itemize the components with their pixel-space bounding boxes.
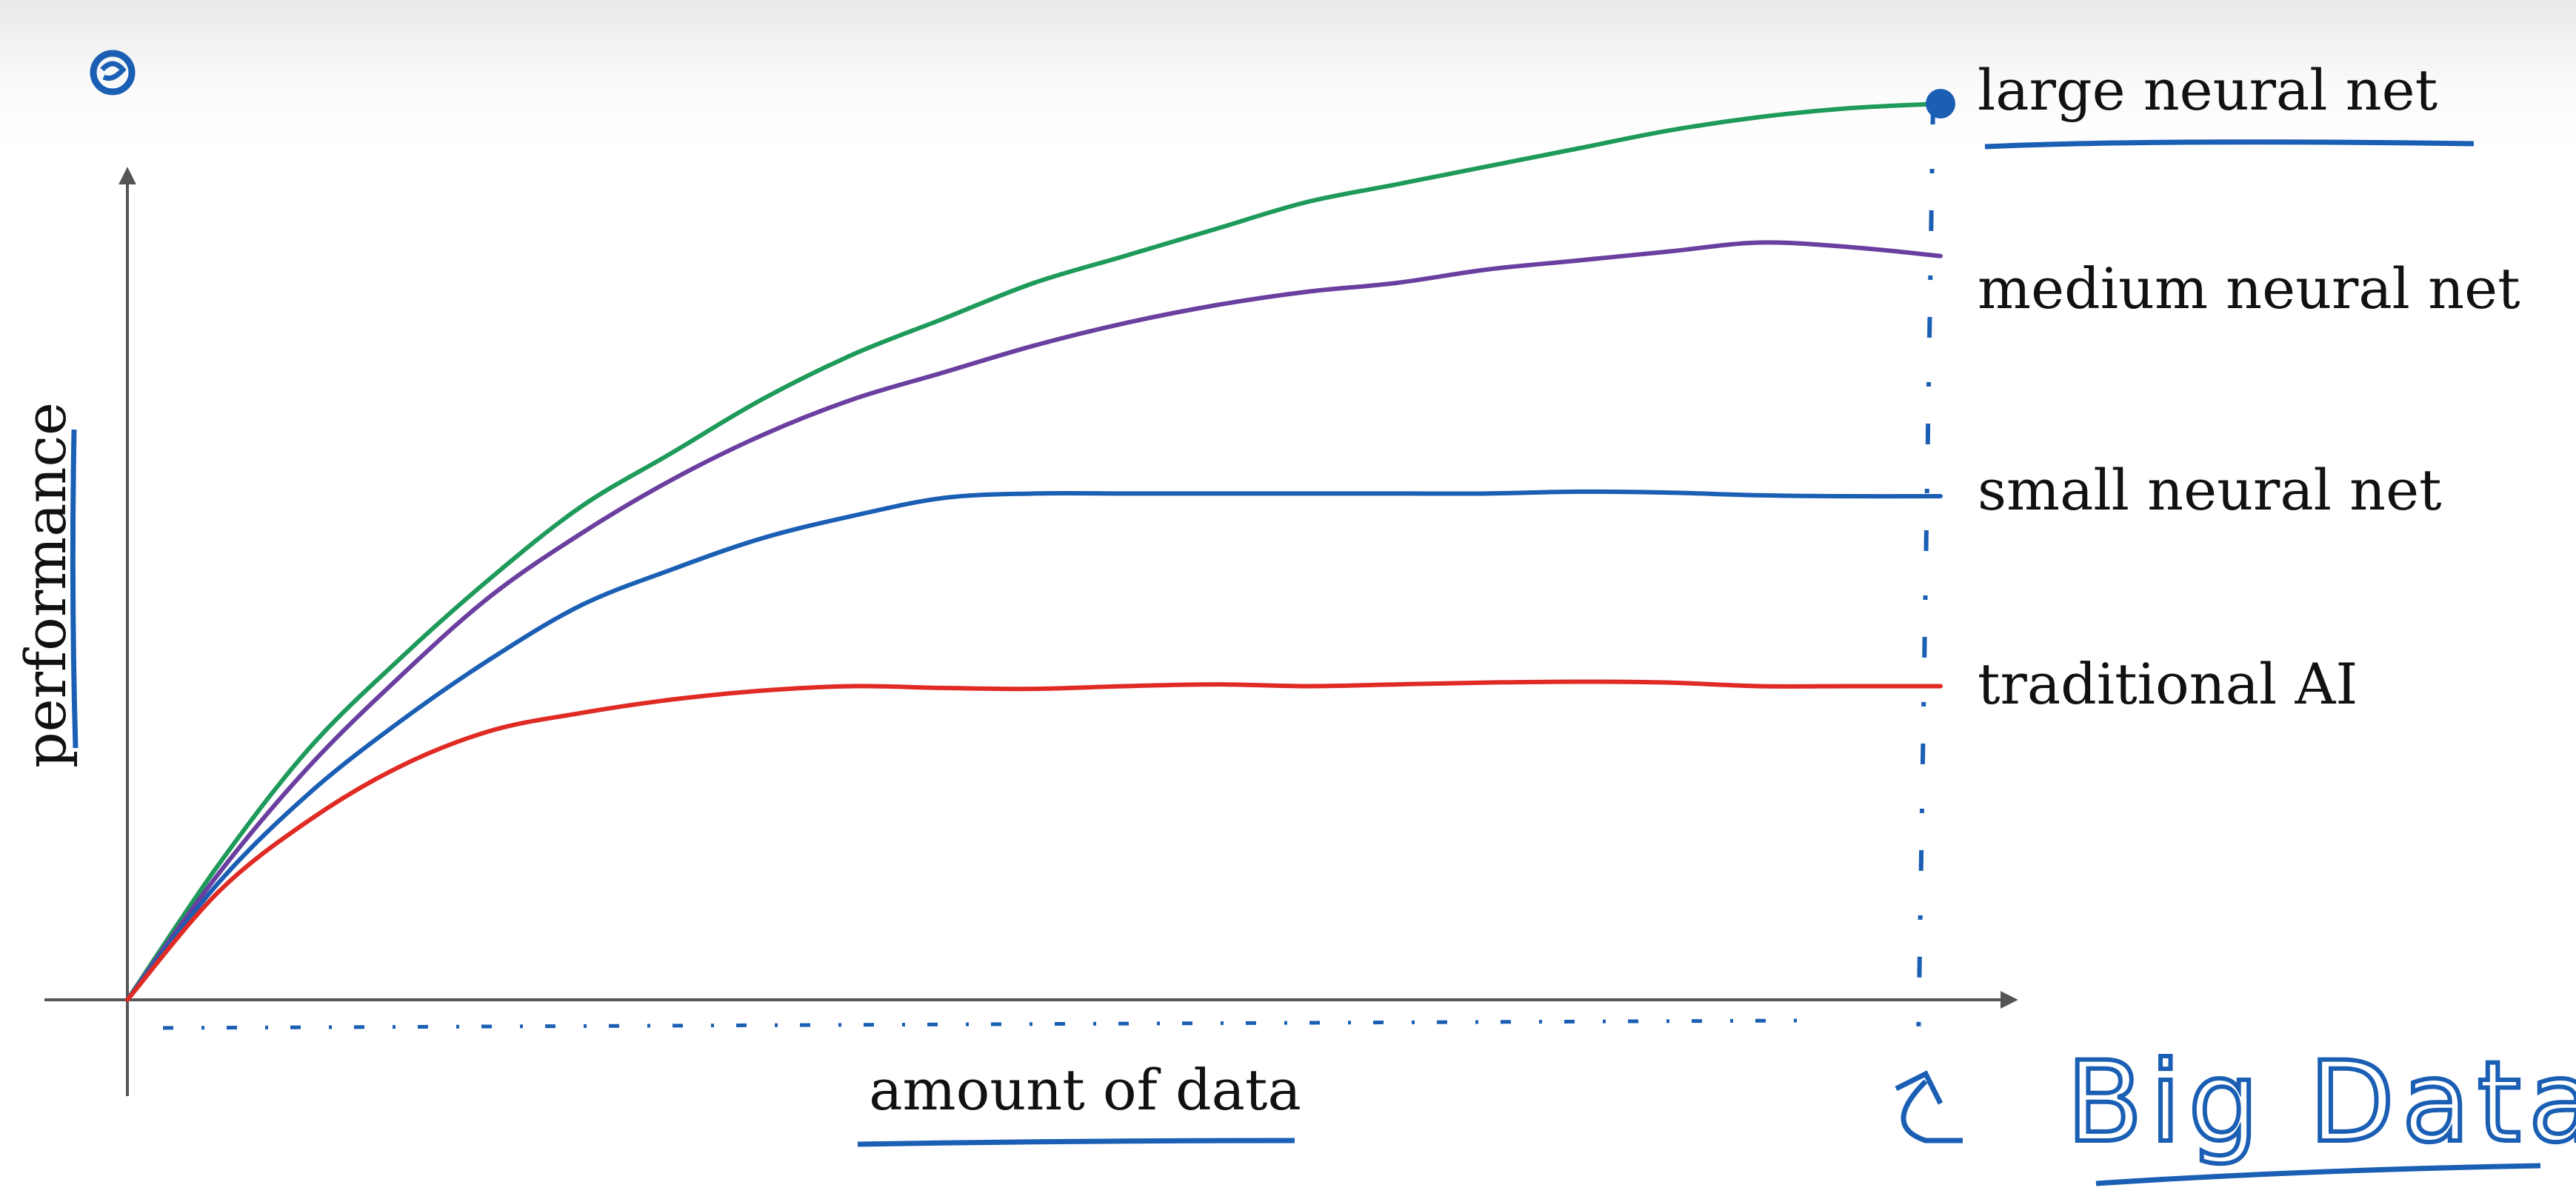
x-axis-label: amount of data	[869, 1057, 1301, 1123]
label-large-neural-net: large neural net	[1978, 57, 2437, 123]
label-small-neural-net: small neural net	[1978, 457, 2442, 523]
label-medium-neural-net: medium neural net	[1978, 256, 2520, 321]
x-axis-dotted-mark	[162, 1018, 1801, 1030]
big-data-arrow	[1895, 1070, 1963, 1143]
big-data-marker-line	[1916, 103, 1935, 1045]
y-axis-label-underline	[70, 429, 79, 749]
series-line-small-neural-net	[125, 489, 1943, 1002]
big-data-annotation: Big Data	[2066, 1038, 2576, 1167]
x-axis-label-underline	[857, 1138, 1295, 1147]
series-line-large-neural-net	[125, 101, 1943, 1002]
y-axis-label: performance	[13, 402, 79, 768]
label-traditional-ai: traditional AI	[1978, 651, 2358, 717]
series-line-medium-neural-net	[125, 240, 1943, 1002]
underline-large-neural-net	[1984, 139, 2475, 150]
highlight-dot-icon	[1926, 89, 1955, 118]
big-data-underline	[2095, 1163, 2541, 1186]
pen-cursor-icon	[90, 50, 136, 96]
series-line-traditional-ai	[125, 679, 1943, 1002]
series-layer	[125, 101, 1943, 1002]
